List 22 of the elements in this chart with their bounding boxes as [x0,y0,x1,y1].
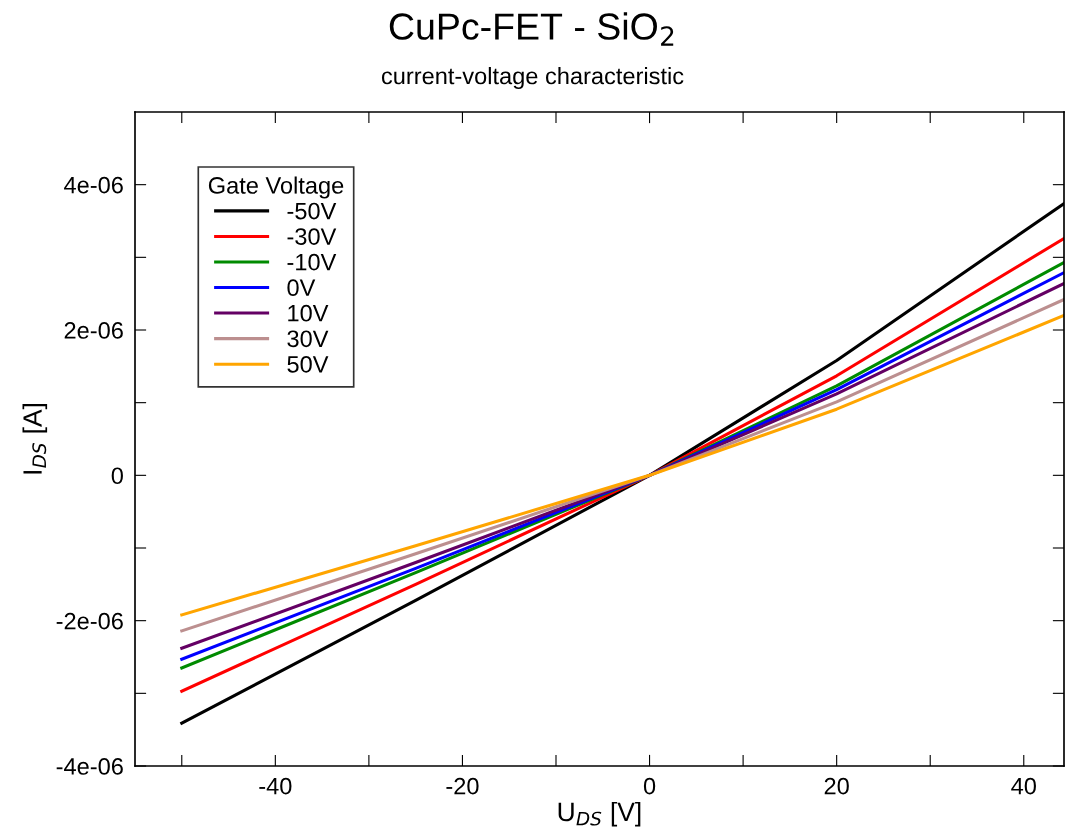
chart-title: CuPc-FET - SiO$_{2}$ [389,12,674,46]
legend-label: -10V [287,253,337,271]
legend-label: -50V [287,202,337,220]
y-tick-label: 2e-06 [64,322,123,339]
y-tick-label: -2e-06 [56,612,123,630]
legend-label: 0V [287,279,316,297]
legend-label: -30V [287,228,337,245]
x-axis-title: U$_{DS}$ [V] [558,801,641,827]
chart-subtitle: current-voltage characteristic [381,67,684,89]
y-tick-label: -4e-06 [56,758,123,775]
y-axis-title: I$_{DS}$ [A] [22,403,48,474]
x-tick-label: -40 [259,777,292,795]
legend-label: 50V [287,355,329,373]
legend-label: 30V [287,330,329,348]
y-tick-label: 4e-06 [64,176,123,194]
x-tick-label: 40 [1011,777,1036,795]
legend-label: 10V [288,304,329,322]
x-tick-label: -20 [446,777,479,795]
y-tick-label: 0 [111,467,123,485]
legend-title: Gate Voltage [208,176,344,199]
x-tick-label: 20 [824,777,849,795]
x-tick-label: 0 [643,777,656,795]
